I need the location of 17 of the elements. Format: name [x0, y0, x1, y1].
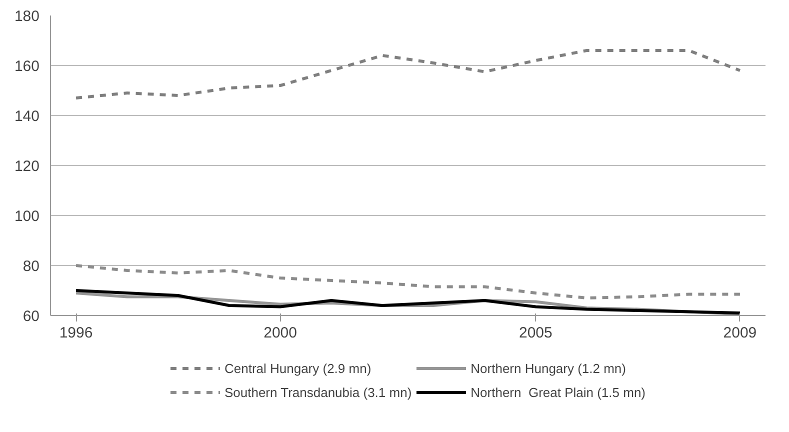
- legend-label: Northern Great Plain (1.5 mn): [470, 384, 646, 400]
- y-tick-label: 60: [22, 308, 40, 325]
- legend-label: Southern Transdanubia (3.1 mn): [224, 384, 412, 400]
- y-tick-label: 100: [14, 208, 40, 225]
- legend-label: Northern Hungary (1.2 mn): [470, 360, 626, 376]
- y-tick-label: 120: [14, 158, 40, 175]
- line-series: [74, 264, 742, 300]
- x-tick-label: 2000: [264, 324, 298, 342]
- x-tick-label: 2005: [518, 324, 552, 342]
- x-tick-label: 2009: [723, 324, 757, 342]
- line-series: [74, 49, 742, 100]
- y-tick-label: 160: [14, 58, 40, 75]
- y-tick-label: 80: [22, 258, 40, 275]
- legend-label: Central Hungary (2.9 mn): [224, 360, 372, 376]
- x-tick-label: 1996: [59, 324, 93, 342]
- y-tick-label: 140: [14, 108, 40, 125]
- y-tick-label: 180: [14, 8, 40, 25]
